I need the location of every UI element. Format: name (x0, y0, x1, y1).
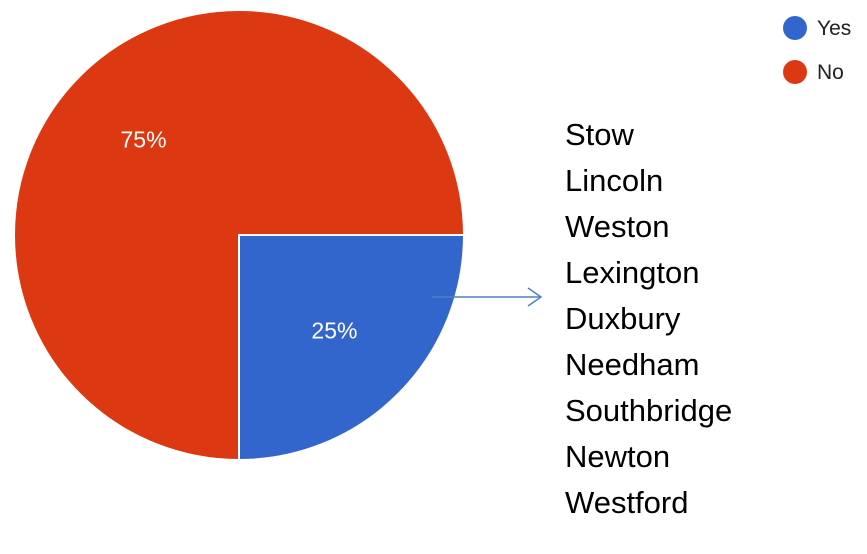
legend-swatch-yes (783, 16, 807, 40)
slice-label-no: 75% (121, 127, 167, 153)
town-list-item: Lincoln (565, 163, 664, 198)
legend-label-no: No (817, 61, 844, 84)
pie-slices (13, 9, 466, 462)
arrow-annotation (432, 287, 543, 307)
town-list-item: Needham (565, 347, 700, 382)
pie-slice-labels: 25% 75% (121, 127, 358, 344)
town-list-item: Newton (565, 439, 671, 474)
town-list-item: Lexington (565, 255, 700, 290)
arrow-head (527, 287, 543, 307)
town-list-item: Southbridge (565, 393, 733, 428)
pie-slice-no (13, 9, 466, 462)
town-list-item: Westford (565, 485, 689, 520)
town-list: Stow Lincoln Weston Lexington Duxbury Needham… (565, 112, 732, 526)
legend: Yes No (783, 16, 851, 84)
town-list-item: Weston (565, 209, 670, 244)
town-list-item: Stow (565, 117, 634, 152)
legend-swatch-no (783, 60, 807, 84)
slice-label-yes: 25% (311, 317, 357, 343)
town-list-item: Duxbury (565, 301, 681, 336)
pie-slice-yes (238, 234, 466, 462)
legend-label-yes: Yes (817, 17, 851, 40)
